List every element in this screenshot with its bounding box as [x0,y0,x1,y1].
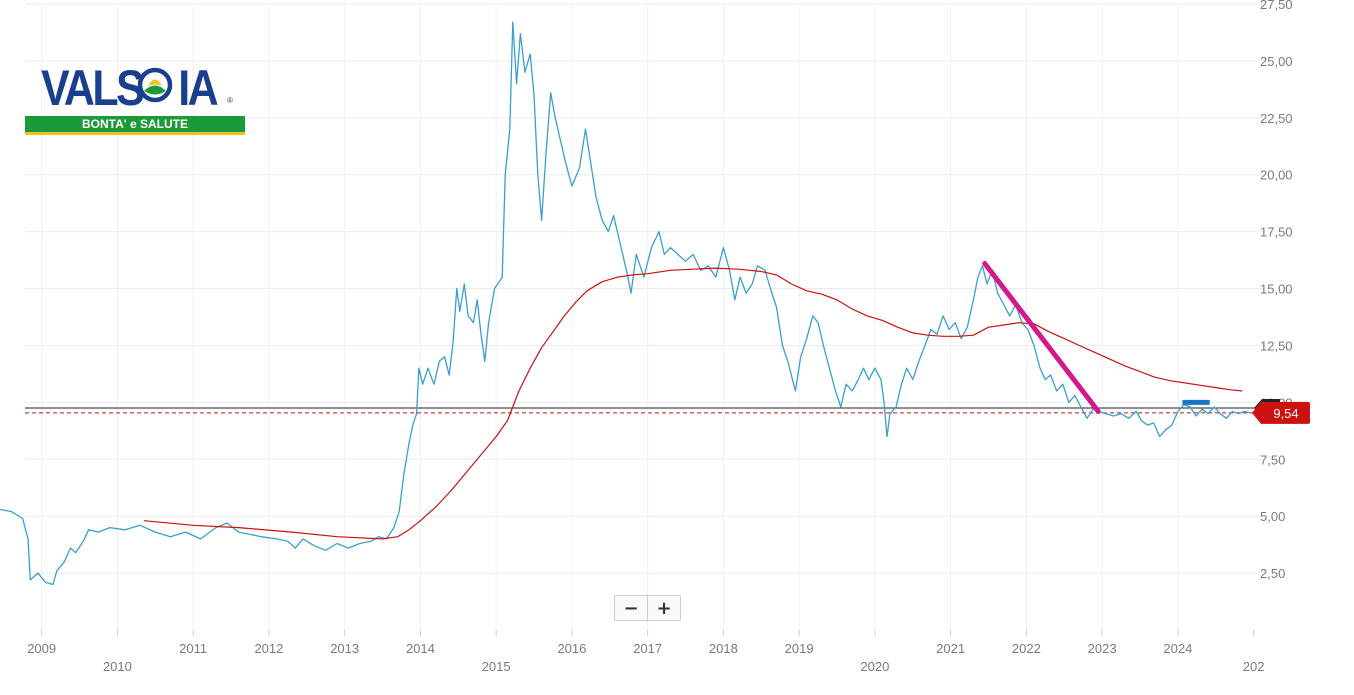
y-tick-label-5: 15,00 [1260,282,1293,297]
y-tick-label-1: 5,00 [1260,509,1285,524]
logo-tagline: BONTA' e SALUTE [25,116,245,135]
zoom-controls: − + [614,595,681,621]
x-tick-upper-label-8: 2019 [785,641,814,656]
x-tick-upper-label-11: 2023 [1088,641,1117,656]
series-line-0 [0,21,1251,586]
current-price-label: 9,54 [1273,406,1298,421]
x-tick-upper-label-12: 2024 [1163,641,1192,656]
x-tick-upper-label-3: 2013 [330,641,359,656]
current-price-badge [1252,401,1310,424]
x-tick-lower-label-3: 202 [1243,659,1265,674]
y-tick-label-4: 12,50 [1260,338,1293,353]
y-tick-label-2: 7,50 [1260,452,1285,467]
x-tick-upper-label-0: 2009 [27,641,56,656]
x-tick-lower-label-0: 2010 [103,659,132,674]
x-tick-lower-label-2: 2020 [860,659,889,674]
series-line-1 [143,267,1243,540]
x-tick-upper-label-1: 2011 [179,641,207,656]
x-tick-upper-label-5: 2016 [557,641,586,656]
zoom-out-button[interactable]: − [623,597,639,619]
valsoia-logo: VALS IA ® BONTA' e SALUTE [25,62,245,135]
trend-line [982,261,1101,414]
x-tick-upper-label-2: 2012 [254,641,283,656]
x-tick-lower-label-1: 2015 [482,659,511,674]
y-tick-label-0: 2,50 [1260,566,1285,581]
y-tick-label-8: 22,50 [1260,111,1293,126]
y-tick-label-7: 20,00 [1260,168,1293,183]
x-tick-upper-label-6: 2017 [633,641,662,656]
x-tick-upper-label-7: 2018 [709,641,738,656]
logo-registered-mark: ® [227,96,233,105]
zoom-in-button[interactable]: + [656,597,672,619]
y-tick-label-6: 17,50 [1260,225,1293,240]
x-tick-upper-label-4: 2014 [406,641,435,656]
y-tick-label-10: 27,50 [1260,0,1293,12]
y-tick-label-9: 25,00 [1260,54,1293,69]
x-tick-upper-label-9: 2021 [936,641,965,656]
logo-leaf-emblem-icon [137,67,173,103]
logo-wordmark: VALS IA [41,60,219,116]
x-tick-upper-label-10: 2022 [1012,641,1041,656]
